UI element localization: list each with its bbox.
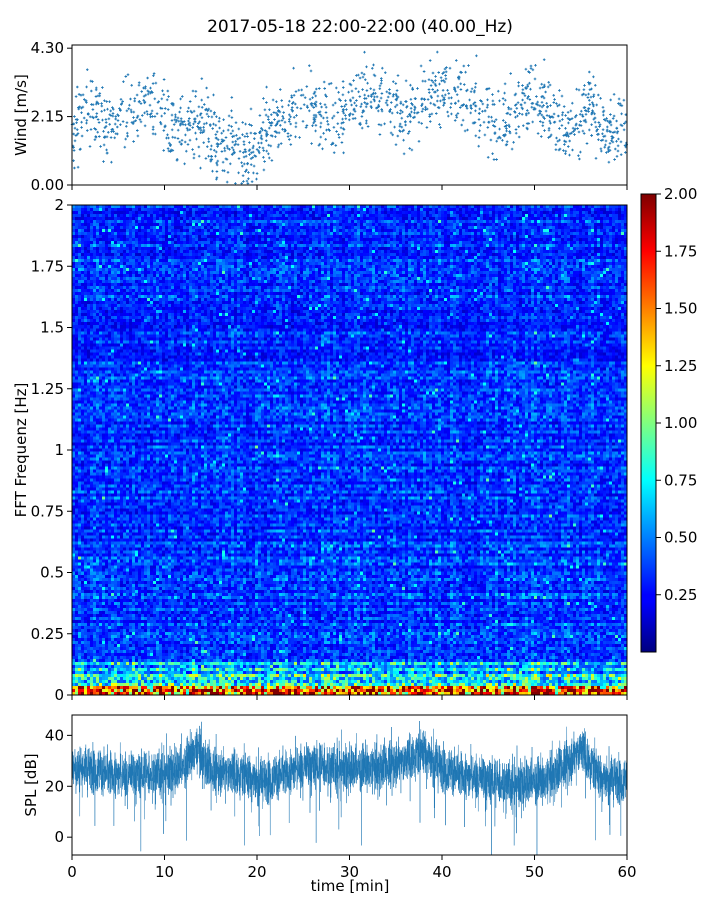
spectrogram-y-tick-5: 1.25 (31, 380, 72, 398)
wind-y-tick-0: 0.00 (31, 176, 72, 194)
spectrogram-y-tick-label: 0.5 (40, 564, 64, 582)
x-tick-label: 50 (525, 863, 544, 881)
colorbar-tick-label: 1.50 (664, 300, 697, 318)
x-tick-0: 0 (67, 855, 77, 881)
wind-y-tick-2: 4.30 (31, 39, 72, 57)
spectrogram-y-tick-label: 1.5 (40, 319, 64, 337)
colorbar-tick-6: 1.75 (656, 242, 697, 260)
spl-y-tick-2: 40 (45, 726, 72, 744)
spectrogram-y-tick-2: 0.5 (40, 564, 72, 582)
x-tick-1: 10 (155, 855, 174, 881)
spectrogram-y-tick-label: 0.25 (31, 625, 64, 643)
spectrogram-y-tick-6: 1.5 (40, 319, 72, 337)
colorbar-tick-4: 1.25 (656, 357, 697, 375)
x-tick-4: 40 (432, 855, 452, 881)
colorbar-tick-1: 0.50 (656, 529, 697, 547)
x-axis: 0 10 20 30 40 50 60 (67, 855, 637, 881)
colorbar-gradient (640, 193, 657, 653)
wind-markers (70, 50, 628, 185)
colorbar-tick-5: 1.50 (656, 300, 697, 318)
wind-panel: 0.00 2.15 4.30 Wind [m/s] (12, 39, 628, 194)
spectrogram-y-tick-label: 1.75 (31, 257, 64, 275)
spl-series-line (72, 720, 627, 855)
wind-x-ticks (71, 185, 628, 190)
x-tick-label: 40 (432, 863, 451, 881)
spl-y-label: SPL [dB] (22, 753, 40, 816)
spectrogram-y-tick-3: 0.75 (31, 502, 72, 520)
wind-y-tick-label: 4.30 (31, 39, 64, 57)
x-tick-6: 60 (617, 855, 637, 881)
spectrogram-image (72, 205, 627, 695)
spectrogram-y-tick-label: 1 (54, 441, 64, 459)
spectrogram-y-tick-label: 0.75 (31, 502, 64, 520)
spl-y-tick-label: 40 (45, 726, 64, 744)
colorbar-ticks: 0.25 0.50 0.75 1.00 1.25 1.50 1.75 2.00 (656, 185, 697, 604)
colorbar-tick-2: 0.75 (656, 471, 697, 489)
spl-y-tick-0: 0 (54, 828, 72, 846)
x-tick-5: 50 (525, 855, 544, 881)
wind-y-label: Wind [m/s] (12, 74, 30, 156)
spectrogram-panel: 0 0.25 0.5 0.75 1 1.25 1.5 1.75 2 FFT Frequenz [… (12, 196, 628, 704)
spl-y-axis: 0 20 40 (45, 726, 72, 846)
colorbar-tick-label: 0.75 (664, 471, 697, 489)
colorbar: 0.25 0.50 0.75 1.00 1.25 1.50 1.75 2.00 (640, 185, 697, 653)
spectrogram-y-tick-1: 0.25 (31, 625, 72, 643)
spl-y-tick-label: 20 (45, 777, 64, 795)
wind-y-axis: 0.00 2.15 4.30 (31, 39, 72, 194)
wind-y-tick-label: 2.15 (31, 108, 64, 126)
colorbar-tick-label: 0.50 (664, 529, 697, 547)
x-tick-label: 0 (67, 863, 77, 881)
wind-y-tick-label: 0.00 (31, 176, 64, 194)
spectrogram-x-ticks (71, 695, 628, 700)
spl-y-tick-1: 20 (45, 777, 72, 795)
spl-panel: 0 20 40 0 10 20 30 40 50 60 SPL [dB] time [min] (22, 714, 637, 895)
colorbar-tick-label: 2.00 (664, 185, 697, 203)
spectrogram-y-axis: 0 0.25 0.5 0.75 1 1.25 1.5 1.75 2 (31, 196, 72, 704)
spectrogram-y-tick-7: 1.75 (31, 257, 72, 275)
x-tick-3: 30 (340, 855, 359, 881)
spectrogram-y-tick-0: 0 (54, 686, 72, 704)
x-tick-label: 20 (247, 863, 266, 881)
wind-series (70, 50, 628, 185)
x-axis-label: time [min] (311, 877, 390, 895)
spectrogram-y-tick-label: 0 (54, 686, 64, 704)
x-tick-2: 20 (247, 855, 267, 881)
spectrogram-y-tick-8: 2 (54, 196, 72, 214)
spectrogram-y-tick-4: 1 (54, 441, 72, 459)
spectrogram-y-tick-label: 1.25 (31, 380, 64, 398)
colorbar-tick-label: 1.25 (664, 357, 697, 375)
spl-y-tick-label: 0 (54, 828, 64, 846)
x-tick-label: 30 (340, 863, 359, 881)
colorbar-tick-7: 2.00 (656, 185, 697, 203)
colorbar-tick-label: 1.00 (664, 414, 697, 432)
colorbar-tick-label: 1.75 (664, 242, 697, 260)
spectrogram-y-label: FFT Frequenz [Hz] (12, 383, 30, 518)
spectrogram-heatmap (72, 205, 627, 695)
colorbar-tick-3: 1.00 (656, 414, 697, 432)
spectrogram-y-tick-label: 2 (54, 196, 64, 214)
x-tick-label: 10 (155, 863, 174, 881)
colorbar-tick-label: 0.25 (664, 586, 697, 604)
wind-y-tick-1: 2.15 (31, 108, 72, 126)
chart-title: 2017-05-18 22:00-22:00 (40.00_Hz) (207, 17, 513, 37)
x-tick-label: 60 (617, 863, 636, 881)
colorbar-tick-0: 0.25 (656, 586, 697, 604)
